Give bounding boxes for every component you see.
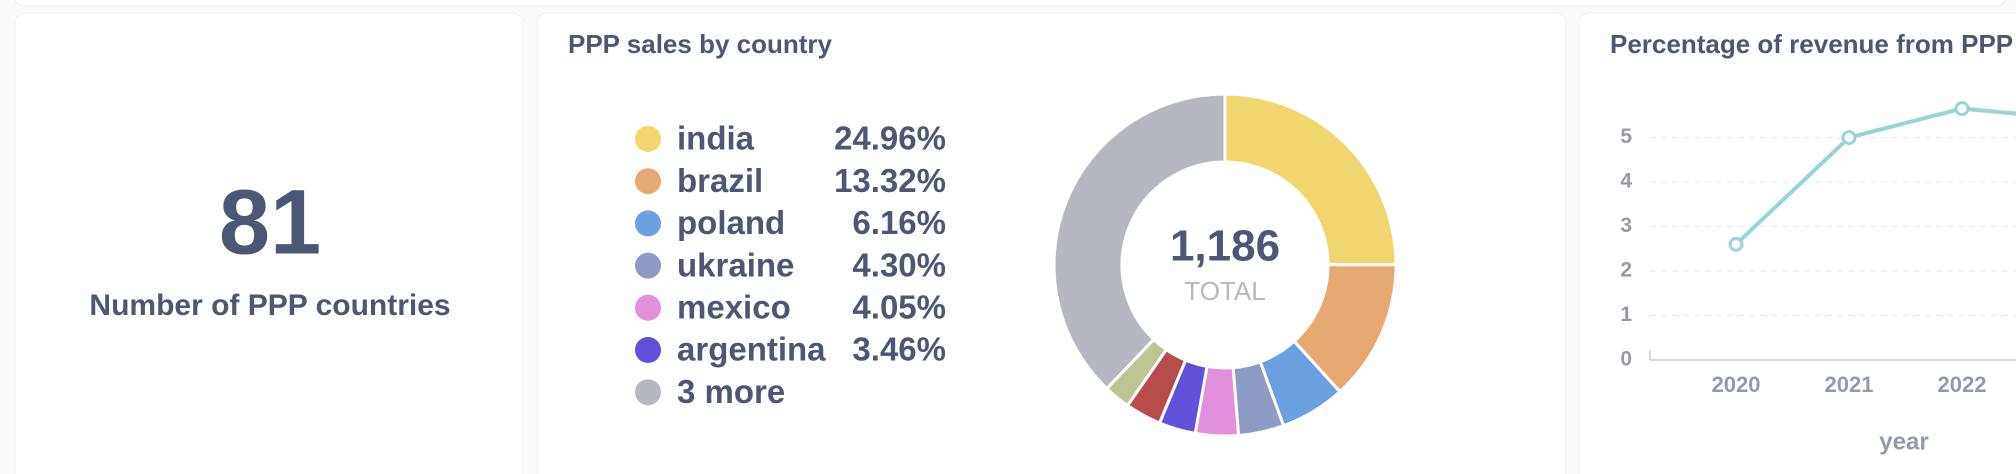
legend-dot bbox=[635, 168, 661, 195]
chart-title: Percentage of revenue from PPP bbox=[1610, 29, 2013, 59]
y-tick-label: 4 bbox=[1620, 170, 1632, 193]
scalar-value: 81 bbox=[219, 171, 321, 273]
card bbox=[1578, 12, 2016, 474]
point bbox=[1954, 101, 1970, 117]
x-tick-label: 2022 bbox=[1938, 372, 1987, 397]
legend-dot bbox=[635, 379, 661, 406]
chart-title: PPP sales by country bbox=[568, 29, 833, 59]
legend-value: 4.05% bbox=[852, 289, 946, 326]
y-tick-label: 1 bbox=[1620, 303, 1632, 326]
legend-label: argentina bbox=[677, 331, 826, 368]
point bbox=[1841, 130, 1857, 145]
x-tick-label: 2020 bbox=[1712, 372, 1761, 397]
legend-value: 3.46% bbox=[852, 331, 946, 368]
scalar-label: Number of PPP countries bbox=[89, 289, 450, 322]
x-tick-label: 2021 bbox=[1825, 372, 1874, 397]
legend-dot bbox=[635, 126, 661, 152]
legend-dot bbox=[635, 337, 661, 363]
legend-label: brazil bbox=[677, 162, 763, 199]
legend-label: mexico bbox=[677, 289, 791, 326]
top-card-edge bbox=[14, 0, 2006, 7]
legend-dot bbox=[635, 294, 661, 321]
total-caption: TOTAL bbox=[1184, 276, 1265, 306]
line bbox=[1734, 106, 2016, 246]
y-tick-label: 2 bbox=[1620, 259, 1632, 282]
legend-value: 4.30% bbox=[852, 246, 946, 283]
legend-value: 24.96% bbox=[834, 120, 946, 157]
legend-value: 13.32% bbox=[834, 162, 946, 199]
pie-slice bbox=[1052, 92, 1227, 391]
total-value: 1,186 bbox=[1170, 222, 1280, 271]
x-axis-label: year bbox=[1879, 428, 1928, 455]
legend-label: ukraine bbox=[677, 246, 794, 283]
legend-label: 3 more bbox=[677, 373, 785, 410]
legend-label: poland bbox=[677, 204, 785, 241]
y-tick-label: 3 bbox=[1620, 214, 1632, 237]
legend-value: 6.16% bbox=[852, 204, 946, 241]
pie-slice bbox=[1223, 92, 1398, 267]
legend-dot bbox=[635, 252, 661, 279]
legend-dot bbox=[635, 210, 661, 237]
legend-label: india bbox=[677, 120, 755, 157]
point bbox=[1728, 236, 1744, 252]
y-tick-label: 5 bbox=[1620, 125, 1632, 148]
y-tick-label: 0 bbox=[1620, 348, 1632, 371]
card bbox=[14, 12, 524, 474]
